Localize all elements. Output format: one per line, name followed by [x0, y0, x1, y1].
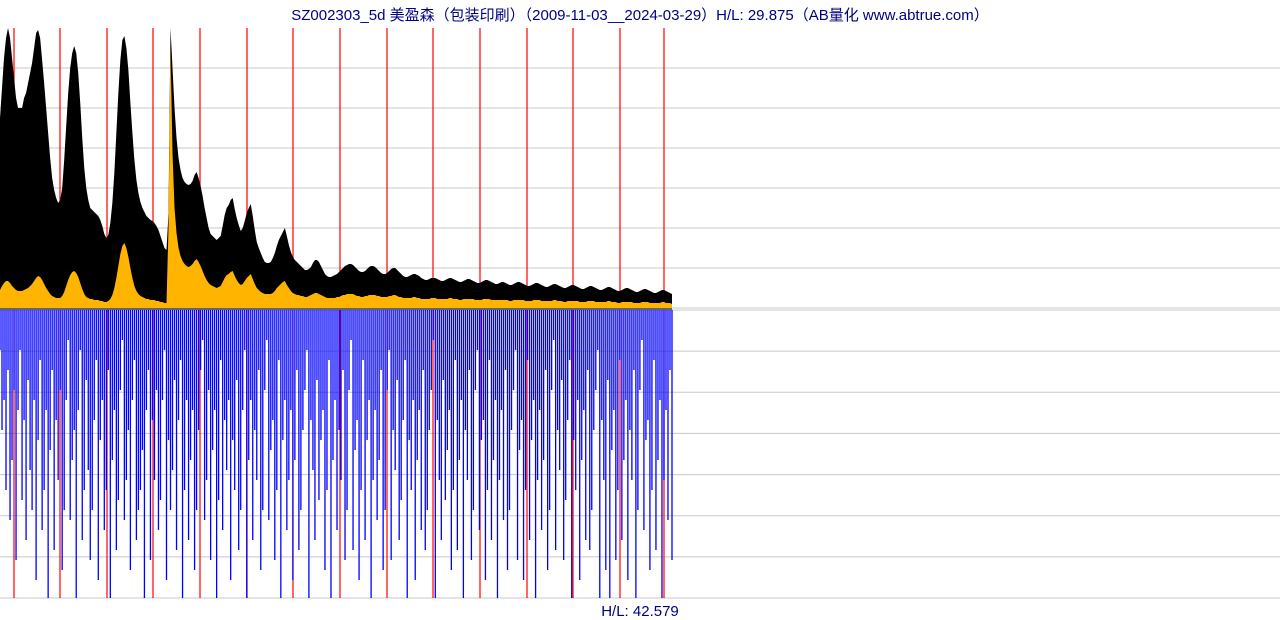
bottom-label: H/L: 42.579 [0, 603, 1280, 620]
chart-canvas [0, 0, 1280, 620]
